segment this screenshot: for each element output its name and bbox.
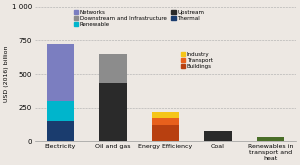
Legend: Industry, Transport, Buildings: Industry, Transport, Buildings — [178, 50, 215, 71]
Bar — [47, 44, 74, 101]
Bar — [99, 83, 127, 141]
Bar — [99, 54, 127, 83]
Bar — [257, 137, 284, 141]
Bar — [152, 125, 179, 141]
Bar — [47, 101, 74, 121]
Bar — [204, 131, 232, 141]
Bar — [152, 112, 179, 118]
Bar — [152, 118, 179, 125]
Bar — [47, 121, 74, 141]
Y-axis label: USD (2016) billion: USD (2016) billion — [4, 46, 9, 102]
